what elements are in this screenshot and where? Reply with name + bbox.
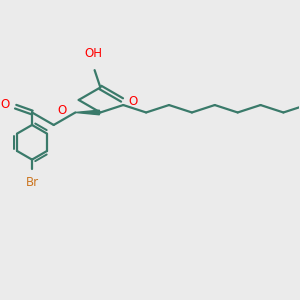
Text: O: O [0,98,10,111]
Text: Br: Br [26,176,39,189]
Polygon shape [75,110,99,115]
Text: O: O [129,95,138,108]
Text: O: O [57,104,67,117]
Text: OH: OH [85,46,103,59]
